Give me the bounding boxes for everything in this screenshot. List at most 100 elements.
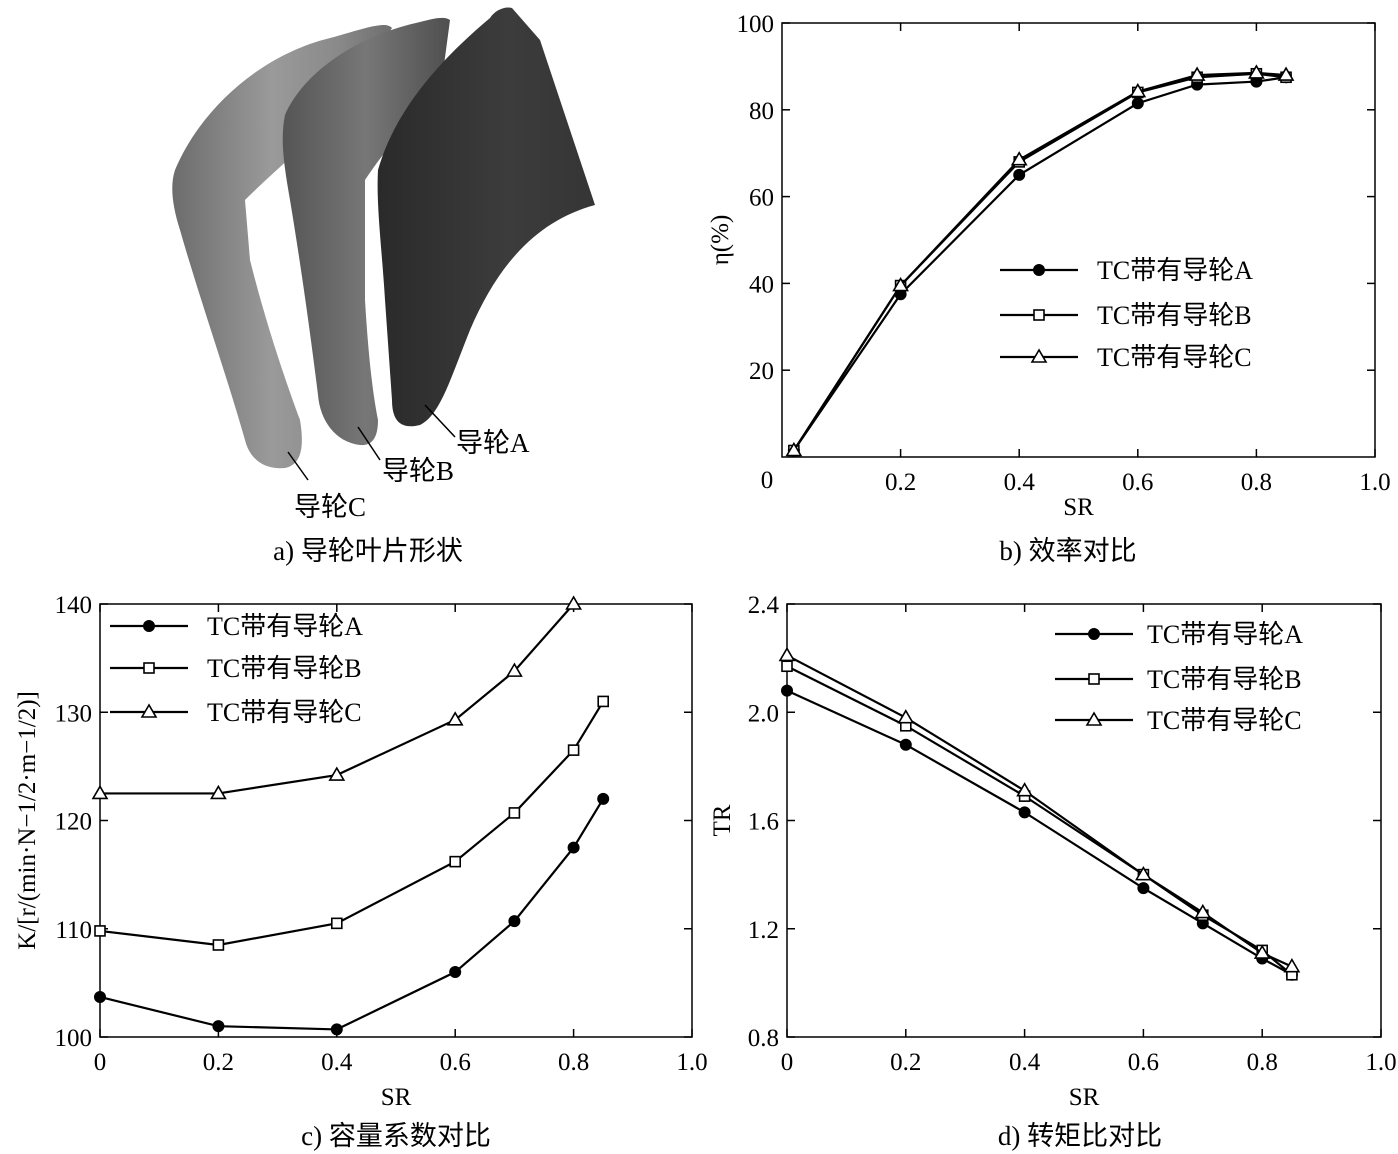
y-axis-label: K/[r/(min·N−1/2·m−1/2)] (14, 691, 41, 950)
data-point (1277, 66, 1295, 81)
chart-caption: d) 转矩比对比 (998, 1121, 1162, 1151)
data-point (210, 784, 227, 800)
data-point (508, 915, 521, 928)
data-point (1016, 782, 1033, 797)
blade-label-a: 导轮A (456, 428, 530, 458)
x-tick-label: 0 (781, 1049, 794, 1076)
series-line (99, 798, 605, 1031)
y-tick-label: 1.2 (748, 917, 779, 944)
x-tick-label: 1.0 (676, 1049, 707, 1076)
data-point (1188, 66, 1206, 81)
blade-label-c: 导轮C (294, 492, 366, 522)
legend-marker (1033, 264, 1045, 276)
x-axis-label: SR (1063, 494, 1094, 521)
y-tick-label: 1.6 (748, 809, 779, 836)
data-point (1283, 958, 1301, 973)
y-tick-label: 130 (55, 700, 93, 727)
data-point (212, 1020, 225, 1033)
data-point (94, 925, 106, 937)
data-point (567, 841, 580, 854)
x-tick-label: 0.2 (203, 1049, 234, 1076)
blade-shape-illustration: 导轮A 导轮B 导轮C a) 导轮叶片形状 (172, 7, 595, 566)
y-tick-label: 80 (749, 98, 774, 125)
x-tick-label: 0 (94, 1049, 107, 1076)
x-tick-label: 1.0 (1365, 1049, 1396, 1076)
y-tick-label: 140 (55, 592, 93, 619)
data-point (1194, 903, 1212, 919)
legend-marker (140, 703, 158, 718)
data-point (778, 646, 796, 662)
x-axis-label: SR (1069, 1084, 1100, 1111)
x-tick-label: 0.6 (440, 1049, 471, 1076)
data-point (781, 660, 793, 673)
y-tick-label: 0.8 (748, 1025, 779, 1052)
data-point (567, 744, 580, 756)
blade-a-shape (377, 7, 595, 427)
y-tick-label: 100 (55, 1025, 93, 1052)
data-point (212, 939, 225, 951)
legend-marker (1088, 628, 1100, 640)
origin-label: 0 (761, 467, 774, 494)
data-point (446, 711, 464, 726)
chart-caption: b) 效率对比 (999, 536, 1136, 566)
data-point (565, 595, 582, 610)
plot-frame (99, 603, 693, 1038)
y-tick-label: 100 (737, 11, 775, 38)
legend-label: TC带有导轮B (1147, 665, 1302, 694)
chart-caption: c) 容量系数对比 (301, 1121, 491, 1151)
data-point (330, 1023, 343, 1036)
blade-c-shape (172, 25, 392, 469)
y-tick-label: 120 (55, 809, 93, 836)
caption-a: a) 导轮叶片形状 (273, 536, 463, 566)
data-point (328, 766, 346, 781)
x-tick-label: 0.8 (1241, 469, 1272, 496)
data-point (899, 738, 912, 751)
data-point (449, 966, 462, 979)
data-point (91, 784, 109, 800)
data-point (1248, 64, 1265, 79)
data-point (892, 276, 909, 292)
data-point (897, 709, 915, 724)
y-tick-label: 110 (55, 917, 92, 944)
legend-marker (143, 662, 155, 674)
legend-marker (1033, 309, 1045, 321)
x-tick-label: 0.2 (890, 1049, 921, 1076)
legend-label: TC带有导轮A (1097, 256, 1253, 285)
data-point (1010, 151, 1028, 166)
legend-label: TC带有导轮C (1097, 343, 1252, 372)
data-point (506, 662, 523, 677)
series-line (100, 603, 575, 795)
legend-label: TC带有导轮A (1147, 620, 1303, 649)
series-line (99, 700, 605, 947)
plot-frame (781, 22, 1376, 458)
data-point (785, 441, 803, 457)
y-tick-label: 40 (749, 271, 774, 298)
legend-marker (143, 620, 155, 632)
y-axis-label: TR (709, 804, 736, 836)
x-tick-label: 1.0 (1359, 469, 1390, 496)
x-tick-label: 0.4 (321, 1049, 353, 1076)
x-tick-label: 0.8 (558, 1049, 589, 1076)
torque-ratio-chart: 0 0.2 0.4 0.6 0.8 1.0 0.8 1.2 1.6 2.0 2.4 SR TR d) 转矩… (709, 592, 1397, 1151)
x-tick-label: 0.8 (1247, 1049, 1278, 1076)
legend-label: TC带有导轮B (1097, 301, 1252, 330)
y-tick-label: 2.4 (748, 592, 780, 619)
data-point (781, 684, 793, 697)
y-axis-label: η(%) (707, 215, 734, 266)
y-tick-label: 20 (749, 358, 774, 385)
capacity-chart: 0 0.2 0.4 0.6 0.8 1.0 100 110 120 130 140 SR K/[r/(m… (14, 592, 708, 1151)
y-tick-label: 60 (749, 185, 774, 212)
x-axis-label: SR (381, 1084, 412, 1111)
x-tick-label: 0.4 (1004, 469, 1036, 496)
data-point (1253, 944, 1271, 959)
data-point (597, 792, 610, 805)
legend-label: TC带有导轮C (207, 698, 362, 727)
legend-marker (1085, 711, 1103, 726)
legend-label: TC带有导轮C (1147, 706, 1302, 735)
legend-marker (1030, 348, 1048, 363)
data-point (508, 807, 521, 819)
series-line (786, 654, 1293, 968)
x-tick-label: 0.6 (1128, 1049, 1159, 1076)
data-point (597, 695, 610, 708)
